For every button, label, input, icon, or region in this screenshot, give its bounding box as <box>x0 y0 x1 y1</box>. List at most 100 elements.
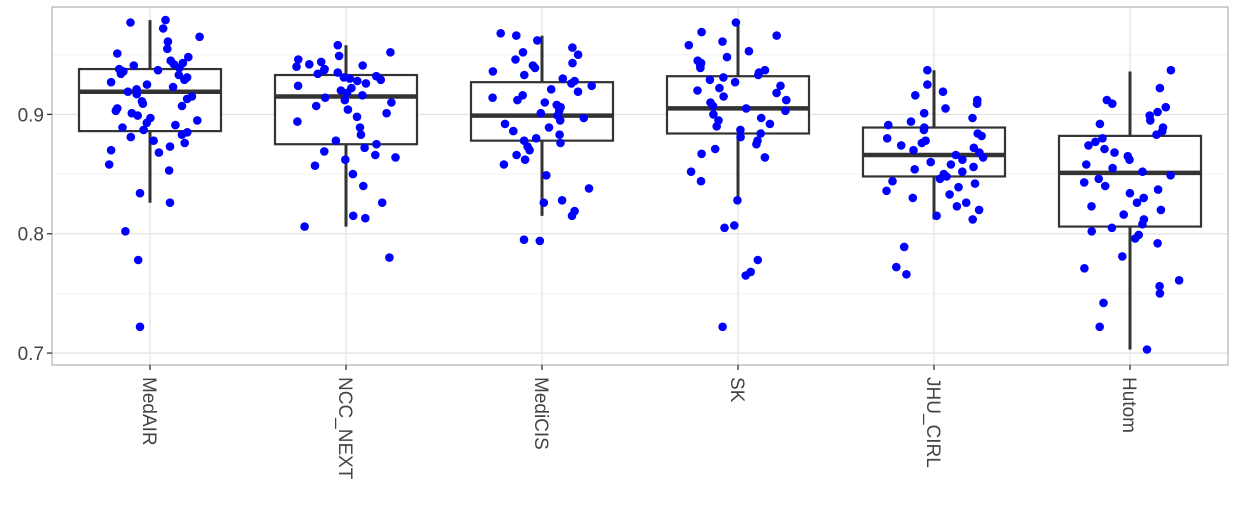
data-point <box>343 105 353 114</box>
data-point <box>568 43 577 52</box>
y-tick-label: 0.7 <box>18 344 44 365</box>
data-point <box>1099 298 1108 308</box>
data-point <box>587 81 596 91</box>
data-point <box>1118 252 1127 261</box>
data-point <box>573 87 583 96</box>
data-point <box>104 160 114 169</box>
data-point <box>882 134 892 143</box>
data-point <box>1100 181 1110 191</box>
data-point <box>744 46 754 56</box>
data-point <box>153 65 163 75</box>
data-point <box>567 211 577 221</box>
data-point <box>512 150 521 160</box>
data-point <box>579 113 589 123</box>
data-point <box>546 85 556 94</box>
data-point <box>969 143 979 153</box>
data-point <box>360 143 369 153</box>
data-point <box>919 108 929 118</box>
data-point <box>320 147 329 156</box>
data-point <box>544 123 554 132</box>
data-point <box>171 120 180 130</box>
data-point <box>709 110 718 119</box>
data-point <box>163 44 172 54</box>
data-point <box>1108 99 1117 108</box>
axis-layer: 0.7 0.8 0.9 MedAIR NCC_NEXT MediCIS SK JHU_CIRL… <box>18 105 1139 479</box>
data-point <box>195 32 204 42</box>
data-point <box>958 155 967 164</box>
data-point <box>756 113 766 123</box>
data-point <box>558 74 568 83</box>
data-point <box>760 153 770 162</box>
data-point <box>1139 193 1148 203</box>
data-point <box>488 67 498 76</box>
data-point <box>165 142 175 151</box>
data-point <box>500 119 510 129</box>
data-point <box>154 148 164 157</box>
data-point <box>376 75 386 85</box>
data-point <box>293 81 303 91</box>
data-point <box>568 58 577 68</box>
data-point <box>972 99 982 108</box>
data-point <box>499 160 509 169</box>
data-point <box>958 167 967 176</box>
data-point <box>138 99 148 108</box>
data-point <box>142 118 152 128</box>
data-point <box>1146 116 1155 125</box>
data-point <box>356 130 366 139</box>
point-layer <box>104 15 1184 354</box>
data-point <box>340 95 350 105</box>
data-point <box>341 155 350 164</box>
data-point <box>556 138 565 148</box>
data-point <box>149 136 158 145</box>
data-point <box>945 190 954 199</box>
data-point <box>1155 289 1165 298</box>
data-point <box>533 36 542 45</box>
data-point <box>911 91 920 100</box>
data-point <box>342 88 352 98</box>
data-point <box>334 51 344 61</box>
y-tick-label: 0.8 <box>18 225 44 246</box>
data-point <box>772 88 781 98</box>
data-point <box>535 236 545 246</box>
data-point <box>292 62 301 71</box>
data-point <box>135 322 145 332</box>
data-point <box>345 74 355 83</box>
data-point <box>116 69 126 79</box>
data-point <box>333 68 343 77</box>
data-point <box>163 37 173 46</box>
data-point <box>355 123 365 132</box>
data-point <box>899 242 909 252</box>
data-point <box>1087 227 1096 236</box>
data-point <box>511 55 520 64</box>
data-point <box>1166 171 1175 180</box>
data-point <box>358 61 368 70</box>
data-point <box>294 55 303 64</box>
data-point <box>496 29 506 38</box>
data-point <box>567 79 576 88</box>
data-point <box>361 79 371 88</box>
data-point <box>132 89 142 99</box>
data-point <box>536 108 546 118</box>
data-point <box>118 123 127 132</box>
data-point <box>1084 141 1093 150</box>
data-point <box>391 153 400 162</box>
data-point <box>719 92 728 101</box>
data-point <box>133 111 142 120</box>
data-point <box>697 149 706 159</box>
data-point <box>331 136 341 145</box>
data-point <box>520 70 529 80</box>
data-point <box>382 108 391 118</box>
data-point <box>193 116 202 125</box>
data-point <box>884 120 893 130</box>
x-tick-label: JHU_CIRL <box>922 377 943 468</box>
data-point <box>1132 198 1142 207</box>
data-point <box>722 52 732 62</box>
data-point <box>123 87 133 96</box>
data-point <box>509 126 518 136</box>
data-point <box>754 70 763 80</box>
data-point <box>917 138 927 148</box>
data-point <box>776 81 785 91</box>
data-point <box>359 181 368 191</box>
data-point <box>708 101 718 111</box>
